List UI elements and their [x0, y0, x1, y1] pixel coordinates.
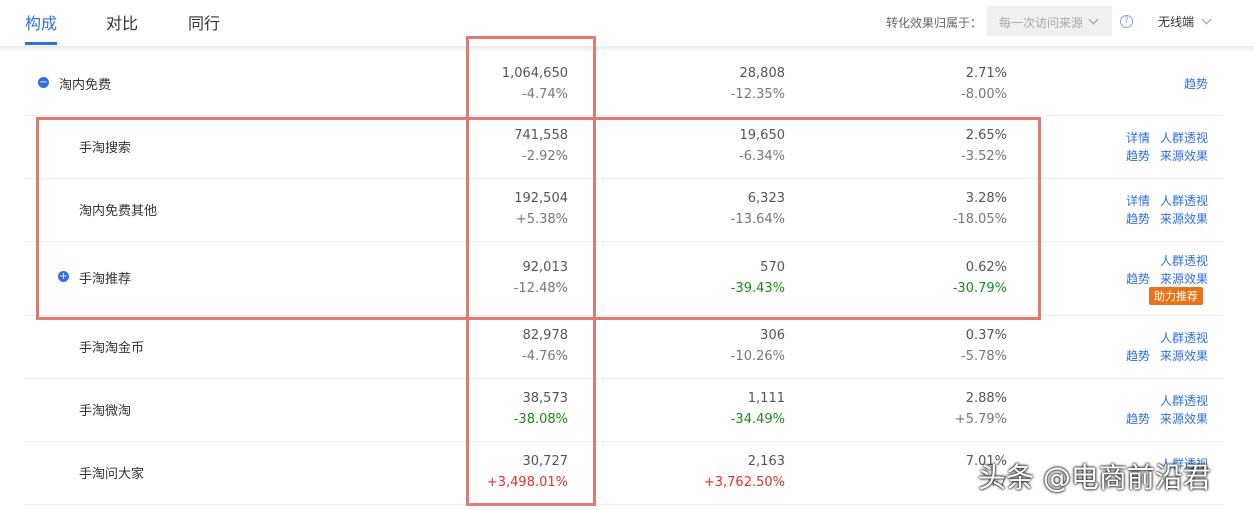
chevron-down-icon	[1201, 14, 1212, 25]
attribution-select-value: 每一次访问来源	[999, 16, 1084, 30]
buyers-value: 19,650	[739, 128, 786, 143]
conversion-value: 0.62%	[965, 260, 1007, 275]
tab-peers[interactable]: 同行	[188, 14, 221, 33]
trend-link[interactable]: 趋势	[1126, 349, 1151, 363]
buyers-change: +3,762.50%	[703, 475, 785, 490]
device-select-value: 无线端	[1158, 15, 1195, 29]
visitors-value: 1,064,650	[501, 66, 568, 81]
buyers-change: -39.43%	[730, 281, 785, 296]
trend-link[interactable]: 趋势	[1126, 272, 1151, 286]
divider	[0, 46, 1254, 52]
conversion-change: +5.79%	[954, 412, 1007, 427]
conversion-value: 0.37%	[965, 328, 1007, 343]
buyers-value: 306	[760, 328, 785, 343]
device-select[interactable]: 无线端	[1158, 13, 1194, 30]
row-name: 淘内免费	[59, 78, 112, 93]
buyers-change: -10.26%	[730, 349, 785, 364]
table-row: 手淘搜索 741,558 -2.92% 19,650 -6.34% 2.65% …	[25, 115, 1223, 179]
visitors-value: 741,558	[514, 128, 568, 143]
chevron-down-icon	[1088, 14, 1099, 25]
visitors-value: 30,727	[522, 454, 569, 469]
buyers-value: 2,163	[747, 454, 785, 469]
visitors-change: -4.76%	[522, 349, 568, 364]
buyers-change: -13.64%	[730, 212, 785, 227]
buyers-value: 570	[760, 260, 785, 275]
visitors-change: -2.92%	[522, 149, 568, 164]
table-row: 淘内免费其他 192,504 +5.38% 6,323 -13.64% 3.28…	[25, 178, 1223, 242]
tab-composition[interactable]: 构成	[25, 14, 58, 33]
visitors-change: -38.08%	[513, 412, 568, 427]
visitors-value: 38,573	[522, 391, 569, 406]
trend-link[interactable]: 趋势	[1126, 412, 1151, 426]
trend-link[interactable]: 趋势	[1126, 212, 1151, 226]
detail-link[interactable]: 详情	[1126, 194, 1151, 208]
conversion-value: 2.65%	[965, 128, 1007, 143]
audience-link[interactable]: 人群透视	[1160, 331, 1209, 345]
source-effect-link[interactable]: 来源效果	[1160, 412, 1209, 426]
conversion-value: 3.28%	[965, 191, 1007, 206]
collapse-icon[interactable]: −	[38, 77, 49, 88]
row-name: 手淘问大家	[79, 467, 145, 482]
audience-link[interactable]: 人群透视	[1160, 394, 1209, 408]
visitors-value: 82,978	[522, 328, 569, 343]
conversion-change: -3.52%	[961, 149, 1007, 164]
visitors-change: -4.74%	[522, 87, 568, 102]
tabs-bar: 构成 对比 同行 转化效果归属于： 每一次访问来源 ? 无线端	[0, 0, 1254, 46]
row-name: 淘内免费其他	[79, 204, 158, 219]
row-name: 手淘推荐	[79, 272, 132, 287]
conversion-change: -8.00%	[961, 87, 1007, 102]
conversion-value: 2.71%	[965, 66, 1007, 81]
conversion-value: 7.01%	[965, 454, 1007, 469]
conversion-change: -18.05%	[952, 212, 1007, 227]
table-row: − 淘内免费 1,064,650 -4.74% 28,808 -12.35% 2…	[25, 52, 1223, 116]
trend-link[interactable]: 趋势	[1184, 77, 1209, 91]
table-row: 手淘问大家 30,727 +3,498.01% 2,163 +3,762.50%…	[25, 441, 1223, 505]
visitors-value: 192,504	[514, 191, 568, 206]
expand-icon[interactable]: +	[58, 271, 69, 282]
audience-link[interactable]: 人群透视	[1160, 254, 1209, 268]
buyers-value: 1,111	[747, 391, 785, 406]
watermark: 头条 @电商前沿君	[978, 461, 1211, 494]
row-name: 手淘微淘	[79, 404, 132, 419]
audience-link[interactable]: 人群透视	[1160, 457, 1209, 471]
buyers-value: 6,323	[747, 191, 785, 206]
visitors-change: +5.38%	[515, 212, 568, 227]
table-row: 手淘淘金币 82,978 -4.76% 306 -10.26% 0.37% -5…	[25, 315, 1223, 379]
buyers-change: -6.34%	[739, 149, 785, 164]
detail-link[interactable]: 详情	[1126, 131, 1151, 145]
source-effect-link[interactable]: 来源效果	[1160, 149, 1209, 163]
row-name: 手淘淘金币	[79, 341, 145, 356]
buyers-value: 28,808	[739, 66, 786, 81]
attribution-label: 转化效果归属于：	[886, 16, 983, 30]
conversion-value: 2.88%	[965, 391, 1007, 406]
visitors-change: -12.48%	[513, 281, 568, 296]
tab-compare[interactable]: 对比	[106, 14, 139, 33]
active-tab-indicator	[25, 42, 57, 45]
visitors-value: 92,013	[522, 260, 569, 275]
boost-recommend-badge[interactable]: 助力推荐	[1149, 287, 1203, 305]
visitors-change: +3,498.01%	[486, 475, 568, 490]
buyers-change: -12.35%	[730, 87, 785, 102]
conversion-change: +7	[987, 475, 1007, 490]
table-row: 手淘微淘 38,573 -38.08% 1,111 -34.49% 2.88% …	[25, 378, 1223, 442]
table-row: + 手淘推荐 92,013 -12.48% 570 -39.43% 0.62% …	[25, 241, 1223, 316]
audience-link[interactable]: 人群透视	[1160, 194, 1209, 208]
help-icon[interactable]: ?	[1120, 15, 1133, 28]
conversion-change: -30.79%	[952, 281, 1007, 296]
audience-link[interactable]: 人群透视	[1160, 131, 1209, 145]
trend-link[interactable]: 趋势	[1126, 149, 1151, 163]
source-effect-link[interactable]: 来源效果	[1160, 212, 1209, 226]
source-effect-link[interactable]: 来源效果	[1160, 272, 1209, 286]
attribution-select[interactable]: 每一次访问来源	[987, 6, 1112, 36]
buyers-change: -34.49%	[730, 412, 785, 427]
conversion-change: -5.78%	[961, 349, 1007, 364]
row-name: 手淘搜索	[79, 141, 132, 156]
source-effect-link[interactable]: 来源效果	[1160, 349, 1209, 363]
